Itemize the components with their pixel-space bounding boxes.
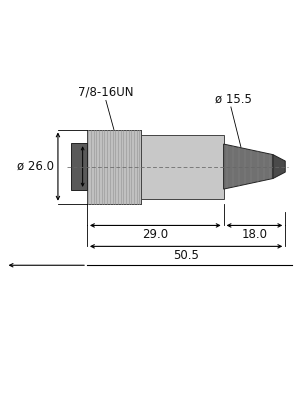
Text: 7/8-16UN: 7/8-16UN [78, 86, 134, 99]
Polygon shape [224, 144, 273, 189]
Text: 29.0: 29.0 [142, 228, 168, 241]
Polygon shape [273, 155, 285, 178]
Text: ø 15.5: ø 15.5 [215, 92, 252, 106]
Text: 18.0: 18.0 [241, 228, 267, 241]
Text: 50.5: 50.5 [173, 249, 199, 262]
Bar [87, 130, 141, 204]
Bar [71, 143, 87, 190]
Bar [141, 135, 224, 198]
Text: ø 26.0: ø 26.0 [16, 160, 54, 173]
